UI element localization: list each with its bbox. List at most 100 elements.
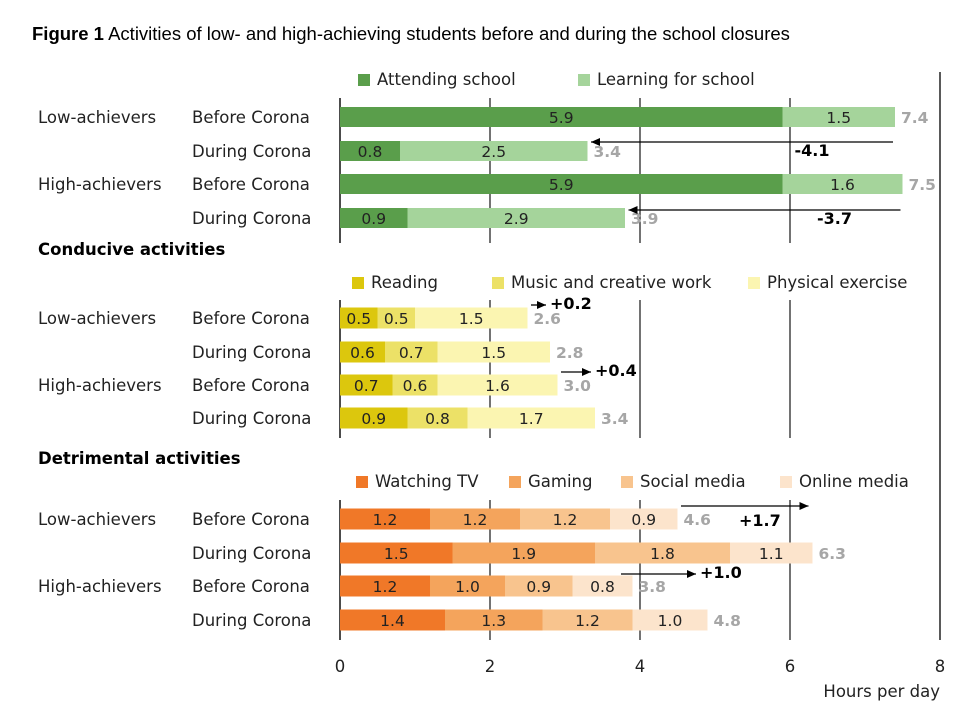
bar-segment	[632, 609, 708, 631]
bar-value-label: 1.4	[380, 612, 405, 630]
bar-segment	[415, 307, 528, 329]
bar-value-label: 5.9	[549, 176, 574, 194]
panel-3: Detrimental activities Watching TV Gaming S…	[38, 449, 909, 631]
bar-segment	[400, 141, 588, 161]
bar-value-label: 1.5	[481, 344, 506, 362]
x-tick-label: 8	[935, 657, 946, 676]
bar-segment	[452, 542, 595, 564]
bar-value-label: 0.8	[590, 578, 615, 596]
bar-segment	[340, 141, 400, 161]
bar-total-label: 6.3	[819, 545, 846, 563]
change-arrowhead	[537, 301, 546, 309]
bar-value-label: 1.0	[658, 612, 683, 630]
bar-value-label: 0.7	[354, 377, 379, 395]
x-tick-label: 4	[635, 657, 646, 676]
legend-label: Gaming	[528, 472, 593, 491]
change-arrowhead	[687, 570, 696, 578]
change-arrowhead	[582, 368, 591, 376]
row-label: During Corona	[192, 209, 311, 228]
legend-label: Social media	[640, 472, 746, 491]
bar-value-label: 5.9	[549, 109, 574, 127]
bar-total-label: 3.0	[564, 377, 592, 395]
legend-swatch	[352, 277, 364, 289]
change-label: +0.4	[595, 361, 637, 380]
bar-segment	[340, 174, 783, 194]
row-label: Before Corona	[192, 108, 310, 127]
row-label: During Corona	[192, 544, 311, 563]
bar-value-label: 0.9	[631, 511, 656, 529]
bar-total-label: 3.4	[601, 410, 629, 428]
legend-label: Online media	[799, 472, 909, 491]
legend-swatch	[621, 476, 633, 488]
bar-value-label: 1.6	[830, 176, 855, 194]
bar-segment	[782, 107, 895, 127]
change-label: -3.7	[817, 209, 852, 228]
bar-value-label: 0.6	[350, 344, 375, 362]
change-arrowhead	[628, 206, 638, 214]
bar-value-label: 1.2	[463, 511, 488, 529]
bar-value-label: 2.9	[504, 210, 529, 228]
figure-title: Figure 1 Activities of low- and high-ach…	[32, 23, 790, 44]
bar-segment	[340, 575, 430, 597]
panel-title: Detrimental activities	[38, 449, 241, 468]
bar-segment	[445, 609, 543, 631]
row-group-label: High-achievers	[38, 175, 162, 194]
bar-segment	[392, 374, 438, 396]
change-label: +1.0	[700, 563, 742, 582]
bar-value-label: 1.0	[455, 578, 480, 596]
row-label: Before Corona	[192, 309, 310, 328]
bar-value-label: 0.7	[399, 344, 424, 362]
change-label: +0.2	[550, 294, 592, 313]
row-group-label: Low-achievers	[38, 108, 156, 127]
bar-segment	[782, 174, 903, 194]
row-group-label: Low-achievers	[38, 510, 156, 529]
bar-segment	[430, 508, 520, 530]
legend-swatch	[492, 277, 504, 289]
bar-value-label: 2.5	[481, 143, 506, 161]
bar-value-label: 0.6	[403, 377, 428, 395]
legend-swatch	[356, 476, 368, 488]
row-group-label: High-achievers	[38, 376, 162, 395]
bar-segment	[377, 307, 415, 329]
bar-segment	[340, 341, 385, 363]
panel-title: Conducive activities	[38, 240, 225, 259]
change-arrowhead	[799, 502, 809, 510]
figure-title-bold: Figure 1	[32, 23, 104, 44]
bar-value-label: 1.2	[373, 578, 398, 596]
bar-segment	[340, 307, 378, 329]
bar-segment	[430, 575, 505, 597]
bar-segment	[340, 208, 408, 228]
bar-value-label: 1.9	[511, 545, 536, 563]
bar-value-label: 0.9	[361, 210, 386, 228]
bar-segment	[340, 374, 393, 396]
bar-segment	[505, 575, 573, 597]
bar-value-label: 1.1	[759, 545, 784, 563]
legend-label: Physical exercise	[767, 273, 907, 292]
bar-total-label: 3.9	[631, 210, 658, 228]
bar-segment	[340, 508, 430, 530]
x-axis: 0 2 4 6 8 Hours per day	[335, 657, 946, 701]
bar-value-label: 0.5	[384, 310, 409, 328]
bar-segment	[730, 542, 813, 564]
bar-value-label: 1.7	[519, 410, 544, 428]
bar-segment	[610, 508, 678, 530]
legend-label: Watching TV	[375, 472, 479, 491]
bar-segment	[542, 609, 633, 631]
bar-value-label: 1.2	[575, 612, 600, 630]
chart-panels: Attending school Learning for school Low-a…	[38, 70, 936, 631]
row-label: During Corona	[192, 611, 311, 630]
legend-swatch	[358, 74, 370, 86]
row-label: Before Corona	[192, 577, 310, 596]
panel-1: Attending school Learning for school Low-a…	[38, 70, 936, 228]
bar-value-label: 1.5	[384, 545, 409, 563]
row-label: During Corona	[192, 142, 311, 161]
bar-segment	[340, 107, 783, 127]
bar-value-label: 1.6	[485, 377, 510, 395]
legend-label: Music and creative work	[511, 273, 712, 292]
x-tick-label: 0	[335, 657, 346, 676]
bar-value-label: 1.2	[373, 511, 398, 529]
bar-segment	[340, 542, 453, 564]
row-group-label: High-achievers	[38, 577, 162, 596]
bar-value-label: 0.9	[526, 578, 551, 596]
bar-total-label: 4.6	[684, 511, 711, 529]
